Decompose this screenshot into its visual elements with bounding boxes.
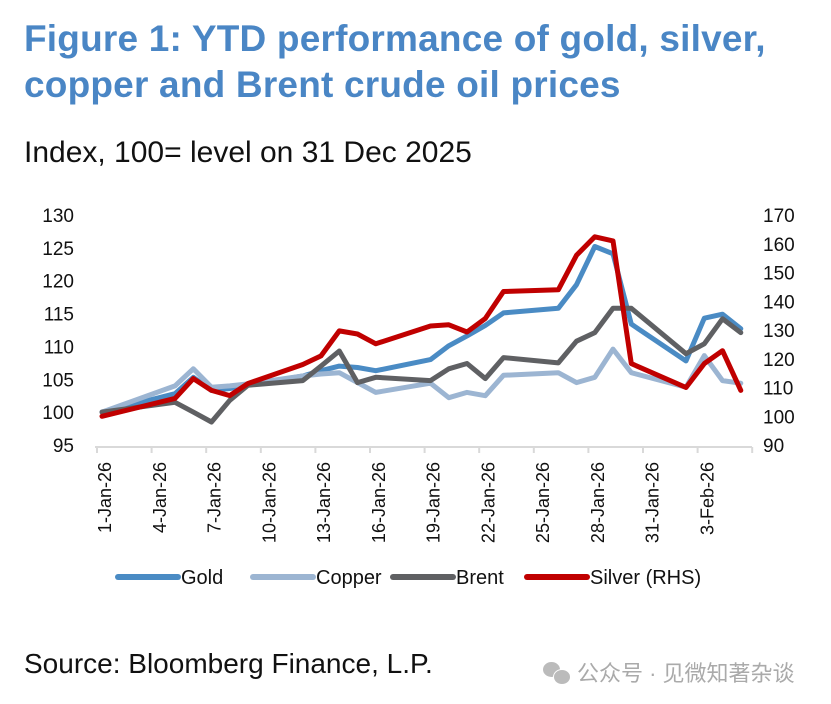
y-right-tick-label: 100 [763,407,795,428]
series-line-gold [99,244,744,415]
legend-label: Copper [316,567,382,589]
y-left-tick-label: 95 [53,436,74,457]
y-right-tick-label: 150 [763,264,795,285]
x-tick-label: 22-Jan-26 [478,462,498,543]
legend-label: Brent [456,567,504,589]
x-tick-label: 25-Jan-26 [533,462,553,543]
y-right-tick-label: 130 [763,321,795,342]
y-left-tick-label: 120 [42,272,74,293]
x-tick-label: 1-Jan-26 [95,462,115,533]
y-left-tick-label: 125 [42,239,74,260]
y-left-tick-label: 105 [42,370,74,391]
y-left-tick-label: 130 [42,206,74,227]
legend-label: Gold [181,567,223,589]
x-tick-label: 31-Jan-26 [643,462,663,543]
chart-title: Figure 1: YTD performance of gold, silve… [24,18,766,105]
chart-subtitle: Index, 100= level on 31 Dec 2025 [24,136,472,169]
y-right-tick-label: 170 [763,206,795,227]
series-line-copper [99,346,744,415]
y-left-tick-label: 115 [44,305,74,326]
watermark: 公众号 · 见微知著杂谈 [543,656,795,688]
legend-label: Silver (RHS) [590,567,701,589]
watermark-text: 公众号 · 见微知著杂谈 [577,661,795,686]
x-tick-label: 16-Jan-26 [369,462,389,543]
x-tick-label: 19-Jan-26 [424,462,444,543]
x-tick-label: 3-Feb-26 [697,462,717,535]
x-tick-label: 7-Jan-26 [205,462,225,533]
wechat-icon [543,660,571,685]
y-right-tick-label: 120 [763,350,795,371]
x-tick-label: 13-Jan-26 [314,462,334,543]
x-tick-label: 4-Jan-26 [150,462,170,533]
x-tick-label: 28-Jan-26 [588,462,608,543]
y-right-tick-label: 90 [763,436,784,457]
y-right-tick-label: 160 [763,235,795,256]
y-left-tick-label: 100 [42,403,74,424]
y-right-tick-label: 140 [763,292,795,313]
x-tick-label: 10-Jan-26 [259,462,279,543]
source-note: Source: Bloomberg Finance, L.P. [24,648,433,679]
y-right-tick-label: 110 [763,379,793,400]
series-line-silver-rhs [99,234,744,419]
series-line-brent [99,305,744,425]
y-left-tick-label: 110 [44,337,74,358]
